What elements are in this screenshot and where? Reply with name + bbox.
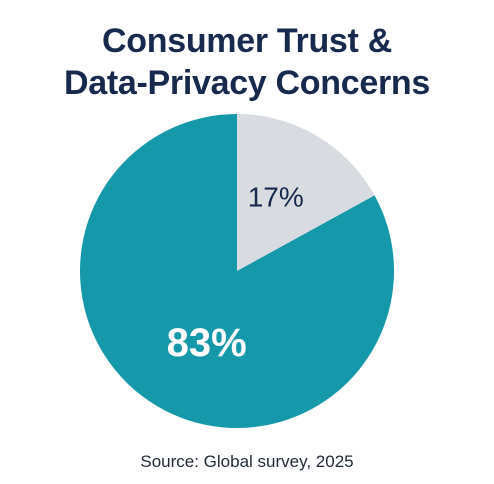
- pie-slice-17: [237, 114, 375, 271]
- chart-title: Consumer Trust & Data-Privacy Concerns: [0, 20, 494, 104]
- chart-title-line-1: Consumer Trust &: [102, 22, 392, 60]
- chart-title-line-2: Data-Privacy Concerns: [64, 64, 430, 102]
- pie-label-83: 83%: [167, 321, 247, 365]
- pie-slice-83: [79, 114, 395, 428]
- pie-label-17: 17%: [248, 182, 304, 213]
- chart-source-note: Source: Global survey, 2025: [140, 452, 354, 471]
